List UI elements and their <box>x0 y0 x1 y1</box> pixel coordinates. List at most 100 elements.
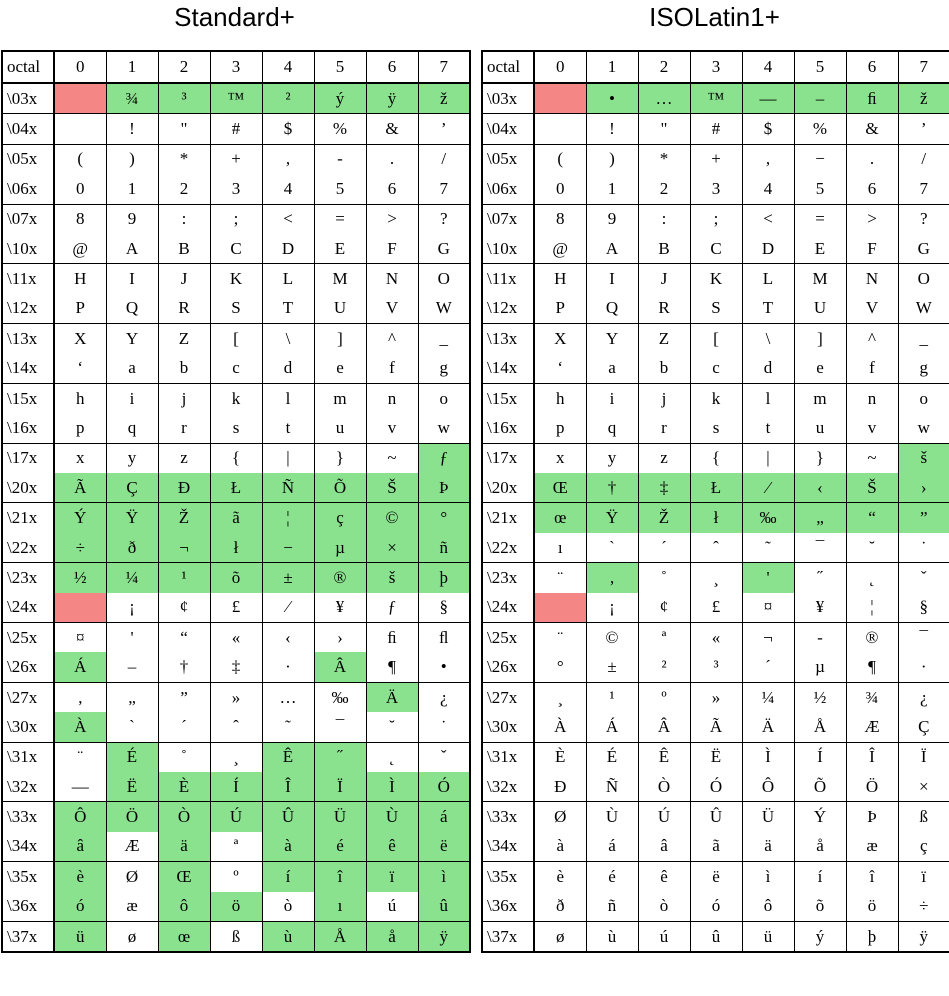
glyph-cell: ‹ <box>793 473 847 503</box>
glyph-cell: Q <box>105 293 159 324</box>
glyph-cell: r <box>637 413 691 444</box>
row-label: \34x <box>1 831 55 862</box>
glyph-cell: á <box>417 801 471 832</box>
glyph-cell: Ù <box>585 801 639 832</box>
glyph-cell: š <box>365 562 419 593</box>
glyph-cell: b <box>637 353 691 384</box>
glyph-cell: ˘ <box>845 532 899 563</box>
table-row: \20x Ã Ç Đ Ł Ñ Õ Š Þ <box>1 473 471 503</box>
glyph-cell: Y <box>585 323 639 354</box>
glyph-cell: C <box>209 233 263 264</box>
glyph-cell: q <box>105 413 159 444</box>
glyph-cell: m <box>313 382 367 414</box>
row-label: \14x <box>1 353 55 384</box>
row-label: \22x <box>481 532 535 563</box>
glyph-cell: k <box>689 382 743 414</box>
row-label: \31x <box>1 741 55 772</box>
glyph-cell: N <box>845 263 899 294</box>
glyph-cell: i <box>585 382 639 414</box>
glyph-cell: Đ <box>533 771 587 802</box>
glyph-cell: š <box>897 442 949 474</box>
glyph-cell: H <box>53 263 107 294</box>
glyph-cell: # <box>209 113 263 145</box>
glyph-cell: œ <box>157 920 211 953</box>
glyph-cell: < <box>261 203 315 234</box>
glyph-cell: ñ <box>417 532 471 563</box>
glyph-cell: ‡ <box>209 652 263 683</box>
table-row: \26x ° ± ² ³ ´ µ ¶ · <box>481 652 949 683</box>
glyph-cell: 8 <box>533 203 587 234</box>
column-header: 7 <box>417 51 471 84</box>
glyph-cell: Ł <box>689 473 743 503</box>
row-label: \17x <box>481 442 535 474</box>
glyph-cell: Ø <box>533 801 587 832</box>
glyph-cell: ) <box>585 143 639 175</box>
glyph-cell: g <box>417 353 471 384</box>
glyph-cell: Ú <box>637 801 691 832</box>
glyph-cell: … <box>261 681 315 713</box>
glyph-cell: ƒ <box>365 592 419 623</box>
glyph-cell: 2 <box>157 174 211 205</box>
row-label: \31x <box>481 741 535 772</box>
row-label: \16x <box>481 413 535 444</box>
glyph-cell: 3 <box>689 174 743 205</box>
glyph-cell: V <box>365 293 419 324</box>
glyph-cell: Â <box>637 712 691 743</box>
glyph-cell: ˜ <box>741 532 795 563</box>
glyph-cell: W <box>897 293 949 324</box>
glyph-cell: ^ <box>845 323 899 354</box>
row-label: \11x <box>1 263 55 294</box>
glyph-cell: õ <box>793 891 847 922</box>
glyph-cell: Å <box>793 712 847 743</box>
glyph-cell: ˚ <box>157 741 211 772</box>
glyph-cell: # <box>689 113 743 145</box>
glyph-cell: – <box>793 83 847 114</box>
glyph-cell: u <box>313 413 367 444</box>
glyph-cell: p <box>533 413 587 444</box>
glyph-cell: = <box>793 203 847 234</box>
glyph-cell: D <box>261 233 315 264</box>
glyph-cell <box>533 83 587 114</box>
glyph-cell: ù <box>261 920 315 953</box>
glyph-cell: R <box>637 293 691 324</box>
glyph-cell: Þ <box>417 473 471 503</box>
glyph-cell: å <box>793 831 847 862</box>
glyph-cell: Ï <box>897 741 949 772</box>
glyph-cell: û <box>689 920 743 953</box>
glyph-cell: ž <box>417 83 471 114</box>
glyph-cell: ö <box>209 891 263 922</box>
row-label: \04x <box>1 113 55 145</box>
glyph-cell: È <box>157 771 211 802</box>
glyph-cell: 9 <box>105 203 159 234</box>
glyph-cell: ‰ <box>313 681 367 713</box>
glyph-cell: Ì <box>365 771 419 802</box>
glyph-cell: K <box>209 263 263 294</box>
glyph-cell: f <box>365 353 419 384</box>
table-row: \05x() * +, -. / <box>1 143 471 175</box>
glyph-cell: ] <box>793 323 847 354</box>
glyph-cell: Y <box>105 323 159 354</box>
glyph-cell: ⁄ <box>261 592 315 623</box>
table-row: \27x ‚ „”»… ‰ Ä ¿ <box>1 681 471 713</box>
table-row: \22x ÷ ð ¬ ł − µ × ñ <box>1 532 471 563</box>
glyph-cell: x <box>53 442 107 474</box>
glyph-cell: £ <box>209 592 263 623</box>
glyph-cell: ˜ <box>261 712 315 743</box>
glyph-cell: V <box>845 293 899 324</box>
glyph-cell: ˘ <box>365 712 419 743</box>
glyph-cell: à <box>261 831 315 862</box>
glyph-cell: | <box>261 442 315 474</box>
column-header: 7 <box>897 51 949 84</box>
glyph-cell: Û <box>261 801 315 832</box>
glyph-cell: Ö <box>845 771 899 802</box>
glyph-cell: É <box>105 741 159 772</box>
table-row: \14x ‘a b c d e f g <box>481 353 949 384</box>
glyph-cell: ¹ <box>585 681 639 713</box>
glyph-cell: · <box>261 652 315 683</box>
table-row: \26x Á – † ‡ · Â ¶ • <box>1 652 471 683</box>
table-row: \30x À ` ´ ˆ ˜ ¯ ˘ ˙ <box>1 712 471 743</box>
column-header: 6 <box>365 51 419 84</box>
glyph-cell: ” <box>897 502 949 533</box>
glyph-cell: " <box>637 113 691 145</box>
glyph-cell: ¹ <box>157 562 211 593</box>
